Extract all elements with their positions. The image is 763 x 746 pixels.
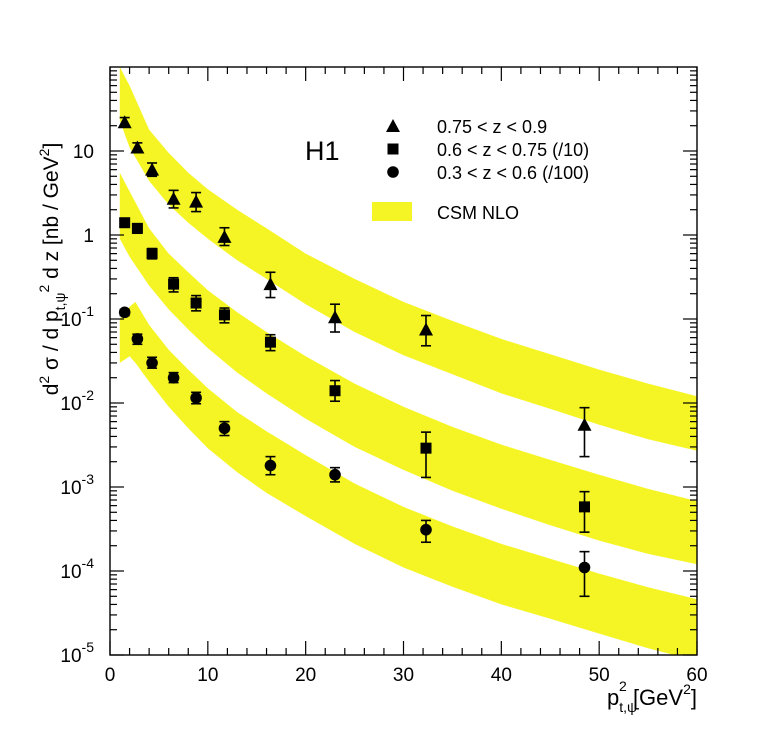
y-tick-label: 1 (83, 226, 94, 247)
data-point-triangle (577, 417, 592, 431)
data-point-triangle (217, 229, 232, 243)
data-point-triangle (130, 140, 145, 154)
y-axis-title-part: d z [nb / GeV (40, 156, 63, 284)
y-tick-label-base: 10 (60, 478, 81, 499)
y-tick-label-exponent: -1 (82, 303, 95, 319)
y-tick-label-base: 10 (60, 562, 81, 583)
data-point-triangle (419, 322, 434, 336)
legend-marker-circle (387, 166, 399, 178)
x-tick-label: 30 (393, 665, 414, 686)
legend-marker-triangle (386, 119, 400, 132)
legend: 0.75 < z < 0.9 0.6 < z < 0.75 (/10) 0.3 < … (372, 117, 589, 223)
y-tick-label-exponent: -3 (82, 471, 95, 487)
y-tick-label: 10-1 (60, 303, 94, 331)
x-axis-title-unit: [GeV (627, 685, 684, 710)
bands-layer (119, 67, 697, 655)
y-tick-label-base: 10 (60, 646, 81, 667)
y-axis-title-part: 2 (36, 285, 52, 293)
data-point-circle (420, 523, 432, 536)
data-point-triangle (145, 162, 160, 176)
data-point-circle (264, 459, 277, 472)
legend-label: 0.3 < z < 0.6 (/100) (437, 163, 589, 183)
y-axis-title: d2 σ / d pt,ψ2 d z [nb / GeV2] (36, 143, 68, 396)
y-tick-label: 10-5 (60, 639, 94, 667)
data-point-square (119, 217, 131, 229)
data-point-circle (329, 468, 341, 481)
x-axis-title-base: p (607, 685, 619, 710)
labels-layer: 0 10 20 30 40 50 6010110-110-210-310-410-5pt,ψ… (36, 136, 708, 715)
x-axis-title: pt,ψ 2 [GeV2] (607, 678, 697, 715)
data-point-square (146, 248, 158, 260)
data-point-triangle (189, 194, 204, 208)
data-point-square (131, 222, 143, 234)
y-axis-title-part: ] (40, 143, 63, 149)
x-axis-title-unit-sup: 2 (683, 681, 691, 697)
y-tick-label-base: 10 (60, 394, 81, 415)
y-tick-label-base: 1 (83, 226, 94, 247)
csm-nlo-band-1 (119, 172, 697, 565)
y-tick-label-base: 10 (60, 310, 81, 331)
x-tick-label: 10 (197, 665, 218, 686)
x-tick-label: 40 (491, 665, 512, 686)
y-axis-title-part: 2 (36, 376, 52, 384)
csm-nlo-band-2 (119, 301, 697, 655)
y-axis-title-part: 2 (36, 148, 52, 156)
data-point-triangle (328, 310, 343, 324)
data-point-circle (218, 422, 231, 435)
y-tick-label: 10 (73, 142, 94, 163)
y-tick-label-exponent: -4 (82, 555, 95, 571)
data-point-square (218, 309, 230, 321)
legend-marker-square (387, 143, 399, 155)
y-tick-label-exponent: -2 (82, 387, 95, 403)
ticks-layer (109, 67, 698, 656)
x-axis-title-close: ] (691, 685, 697, 710)
y-axis-title-part: t,ψ (52, 293, 68, 311)
x-axis-title-sup: 2 (619, 678, 627, 694)
x-tick-label: 20 (295, 665, 316, 686)
y-tick-label: 10-4 (60, 555, 94, 583)
csm-nlo-band-0 (119, 67, 697, 451)
x-axis-title-sub: t,ψ (619, 699, 637, 715)
data-point-triangle (117, 115, 132, 129)
data-point-square (190, 297, 202, 309)
data-point-circle (190, 392, 202, 404)
data-point-circle (146, 357, 158, 369)
data-point-circle (118, 306, 131, 319)
data-point-circle (578, 561, 591, 574)
legend-label: CSM NLO (437, 203, 519, 223)
legend-label: 0.6 < z < 0.75 (/10) (437, 140, 589, 160)
y-tick-label: 10-3 (60, 471, 94, 499)
x-tick-label: 50 (589, 665, 610, 686)
y-axis-title-part: σ / d p (40, 310, 63, 376)
y-tick-label-exponent: -5 (82, 639, 95, 655)
data-point-square (264, 336, 276, 348)
points-layer (117, 115, 592, 598)
data-point-triangle (166, 191, 181, 205)
x-tick-label: 60 (686, 665, 707, 686)
data-point-square (168, 278, 180, 290)
y-tick-label-base: 10 (73, 142, 94, 163)
data-point-square (329, 385, 341, 397)
data-point-square (420, 442, 432, 454)
y-tick-label: 10-2 (60, 387, 94, 415)
x-tick-label: 0 (105, 665, 116, 686)
legend-band-swatch (372, 202, 412, 221)
y-axis-title-part: d (40, 384, 63, 396)
data-point-square (578, 501, 590, 513)
data-point-circle (131, 333, 144, 345)
legend-label: 0.75 < z < 0.9 (437, 117, 547, 137)
experiment-label: H1 (305, 136, 340, 166)
data-point-triangle (263, 277, 278, 291)
data-point-circle (167, 371, 180, 384)
